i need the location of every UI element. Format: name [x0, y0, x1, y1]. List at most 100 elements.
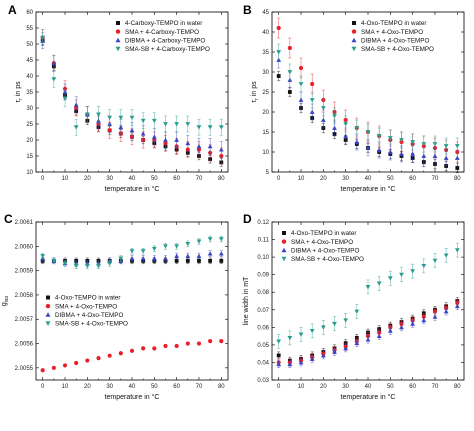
- data-point: [298, 97, 304, 102]
- x-tick-label: 70: [196, 384, 203, 390]
- data-point: [118, 256, 124, 261]
- data-point: [320, 117, 326, 122]
- data-point: [151, 134, 157, 139]
- data-point: [185, 122, 191, 127]
- legend-marker: [352, 21, 356, 25]
- legend-entry: 4-Carboxy-TEMPO in water: [125, 20, 202, 27]
- x-tick-label: 40: [129, 176, 136, 182]
- y-tick-label: 30: [26, 106, 33, 112]
- legend: 4-Oxo-TEMPO in water SMA + 4-Oxo-TEMPODIB…: [348, 17, 460, 56]
- y-axis-label-sub: iso: [4, 296, 10, 303]
- x-tick-label: 10: [62, 384, 69, 390]
- data-point: [276, 50, 282, 55]
- data-point: [163, 244, 168, 249]
- data-point: [332, 125, 337, 130]
- panel-b: B 0 10 20 30 40 50 60 70 80 5 10 15 20 25 30 35 40 45 tempe…: [243, 3, 465, 193]
- legend-marker: [45, 312, 51, 317]
- data-point: [174, 137, 180, 142]
- data-point: [118, 351, 123, 356]
- data-point: [152, 346, 157, 351]
- legend-background: [112, 17, 224, 56]
- data-point: [354, 126, 360, 131]
- y-axis-label-rest: in ps: [15, 81, 22, 98]
- data-point: [309, 328, 315, 334]
- legend-background: [42, 291, 154, 330]
- data-point: [196, 125, 202, 130]
- x-axis-label: temperature in °C: [341, 185, 396, 193]
- data-point: [298, 332, 304, 337]
- data-point: [309, 98, 315, 103]
- y-tick-label: 55: [26, 26, 33, 32]
- data-point: [129, 348, 135, 353]
- x-tick-label: 30: [106, 384, 113, 390]
- data-point: [218, 251, 224, 256]
- legend-background: [348, 17, 460, 56]
- data-point: [443, 253, 449, 258]
- legend-marker: [115, 46, 121, 52]
- y-tick-label: 0.03: [257, 378, 269, 384]
- y-tick-label: 2.0061: [15, 220, 34, 226]
- data-point: [174, 253, 180, 258]
- y-tick-label: 25: [262, 90, 269, 96]
- y-tick-label: 0.07: [257, 308, 269, 314]
- legend-entry: DIBMA + 4-Oxo-TEMPO: [55, 312, 124, 319]
- y-tick-label: 0.04: [257, 360, 269, 366]
- data-point: [276, 25, 281, 31]
- data-point: [410, 140, 416, 145]
- data-point: [376, 281, 382, 286]
- data-point: [376, 147, 382, 152]
- x-tick-label: 60: [173, 384, 180, 390]
- data-point: [174, 343, 179, 349]
- data-point: [387, 149, 393, 154]
- data-point: [73, 263, 79, 269]
- panel-letter: A: [8, 3, 17, 17]
- legend-entry: 4-Oxo-TEMPO in water: [291, 230, 356, 237]
- panel-d: D 0 10 20 30 40 50 60 70 80 0.03 0.04 0.05 0.06 0.07 0.…: [243, 212, 465, 401]
- legend-marker: [45, 321, 51, 326]
- data-point: [84, 112, 90, 117]
- data-point: [40, 254, 46, 259]
- data-point: [332, 114, 337, 119]
- x-tick-label: 10: [62, 176, 69, 182]
- data-point: [332, 349, 337, 354]
- data-point: [365, 285, 371, 290]
- data-point: [218, 237, 224, 242]
- series-sma: [40, 339, 224, 373]
- y-axis-label-main: line width in mT: [243, 276, 250, 325]
- x-tick-label: 30: [342, 176, 349, 182]
- y-tick-label: 2.0060: [15, 244, 34, 250]
- panel-letter: D: [243, 212, 252, 226]
- y-tick-label: 10: [262, 150, 269, 156]
- y-axis-label-main: τ: [15, 100, 22, 103]
- legend: 4-Oxo-TEMPO in water SMA + 4-Oxo-TEMPODIB…: [278, 227, 390, 266]
- data-point: [343, 122, 349, 127]
- y-tick-label: 60: [26, 10, 33, 16]
- y-tick-label: 20: [26, 138, 33, 144]
- data-point: [185, 241, 191, 247]
- data-point: [62, 261, 68, 266]
- y-tick-label: 0.09: [257, 273, 269, 279]
- legend-entry: SMA-SB + 4-Oxo-TEMPO: [361, 46, 434, 53]
- data-point: [219, 258, 224, 263]
- data-point: [51, 365, 56, 370]
- data-point: [454, 144, 460, 149]
- data-point: [196, 253, 202, 258]
- legend-marker: [46, 295, 50, 300]
- y-tick-label: 0.10: [257, 255, 269, 261]
- y-tick-label: 35: [262, 50, 269, 56]
- x-tick-label: 40: [365, 176, 372, 182]
- panel-a: A 0 10 20 30 40 50 60 70 80 10 15 20 25 30 35 40 45 50 55 60…: [8, 3, 229, 193]
- series-smasb: [276, 242, 460, 349]
- legend-entry: DIBMA + 4-Carboxy-TEMPO: [125, 37, 205, 44]
- y-tick-label: 0.11: [258, 238, 270, 244]
- data-point: [219, 339, 224, 344]
- data-point: [208, 258, 213, 263]
- data-point: [151, 246, 157, 252]
- legend-entry: SMA-SB + 4-Carboxy-TEMPO: [125, 46, 210, 53]
- legend-entry: 4-Oxo-TEMPO in water: [55, 295, 120, 302]
- y-axis-label-main: τ: [251, 100, 258, 103]
- legend-marker: [281, 239, 287, 244]
- x-tick-label: 50: [151, 176, 158, 182]
- data-point: [365, 145, 371, 150]
